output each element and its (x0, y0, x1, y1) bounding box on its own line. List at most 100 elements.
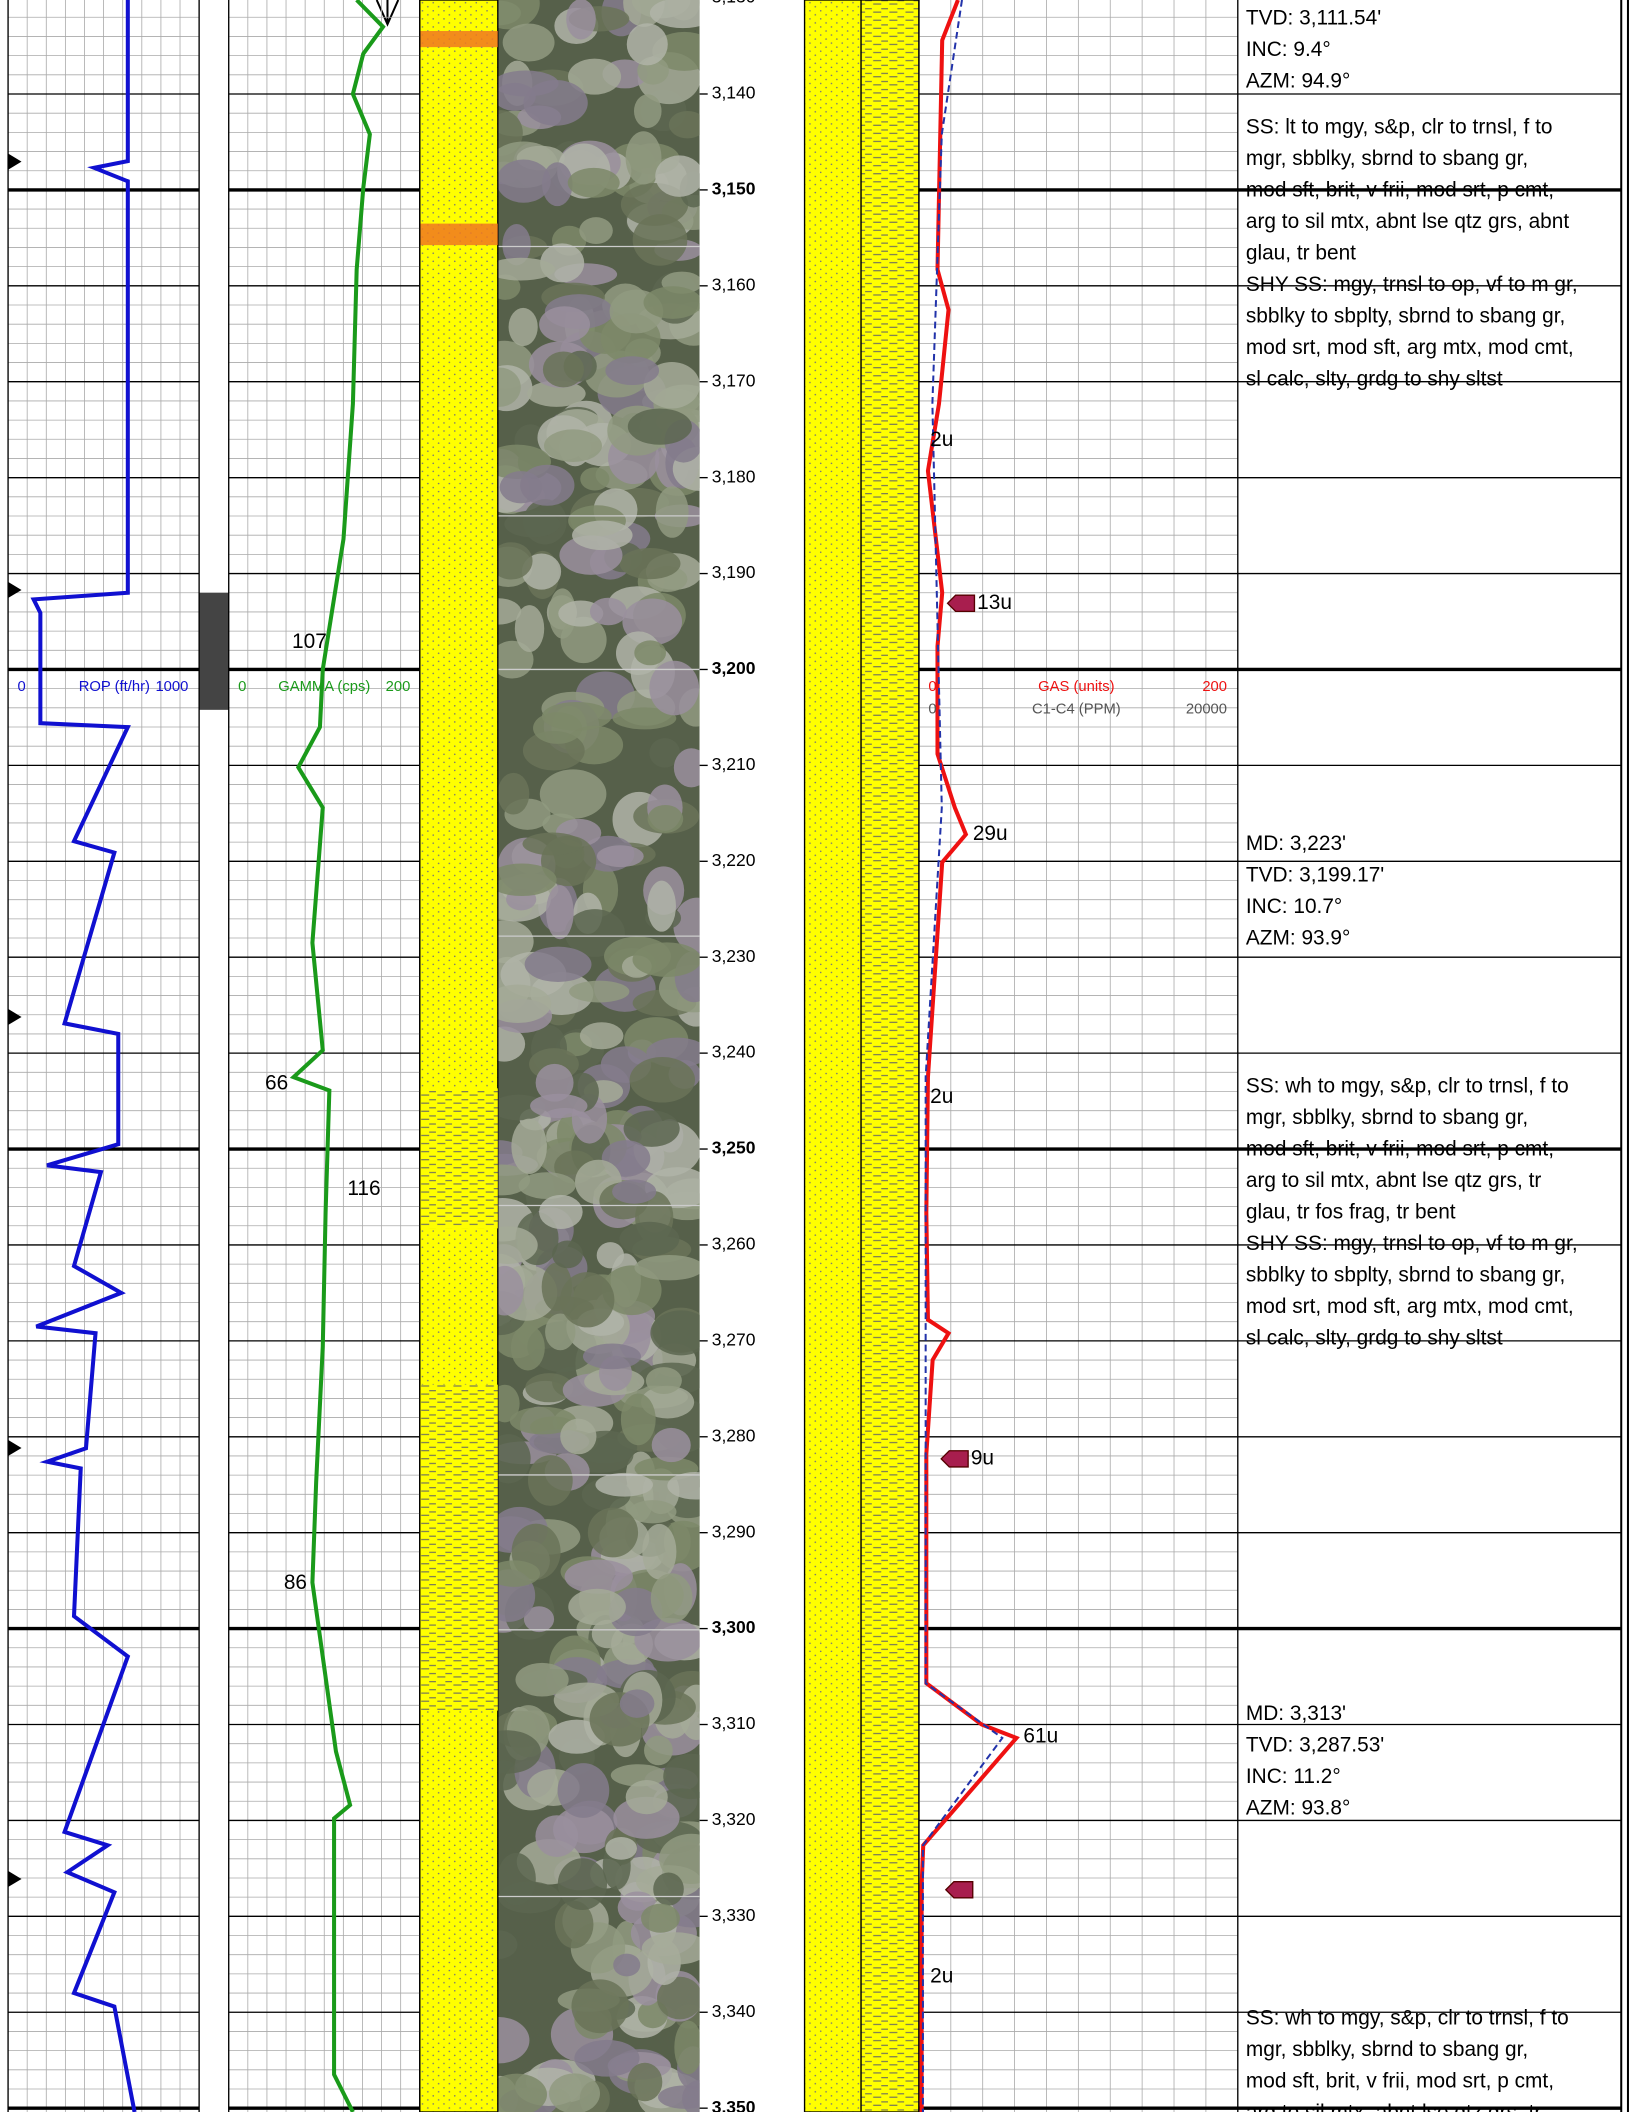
pebble (596, 845, 644, 868)
description-line: INC: 11.2° (1246, 1765, 1341, 1788)
description-line: mod srt, mod sft, arg mtx, mod cmt, (1246, 336, 1574, 359)
arrow (375, 0, 400, 27)
description-line: TVD: 3,287.53' (1246, 1734, 1384, 1757)
pebble (602, 1265, 662, 1316)
pebble (539, 306, 591, 343)
pebble (564, 909, 625, 957)
pebble (566, 0, 596, 40)
pebble (497, 984, 552, 1024)
pebble (668, 111, 700, 139)
pebble (543, 429, 602, 462)
description-line: sbblky to sbplty, sbrnd to sbang gr, (1246, 305, 1565, 328)
pebble (567, 167, 620, 198)
axis-header: GAMMA (cps) (278, 679, 370, 695)
pebble (541, 701, 612, 731)
pebble (667, 1472, 700, 1500)
pebble (497, 1434, 531, 1484)
pebble (497, 1560, 540, 1587)
pebble (523, 1606, 555, 1633)
pebble (508, 307, 538, 347)
pebble (497, 1265, 524, 1316)
pebble (619, 547, 681, 580)
pebble (535, 1063, 574, 1102)
pebble (514, 605, 545, 652)
pebble (655, 155, 700, 197)
pebble (627, 2062, 663, 2102)
depth-label: 3,200 (712, 658, 756, 678)
pebble (579, 217, 613, 245)
pebble (568, 58, 622, 95)
survey-marker (8, 1008, 22, 1026)
pebble (612, 1179, 657, 1204)
pebble (644, 1735, 673, 1766)
description-line: AZM: 93.8° (1246, 1797, 1351, 1820)
pebble (619, 1689, 655, 1718)
pebble (642, 1523, 677, 1580)
pebble (663, 1753, 700, 1800)
description-line: mod sft, brit, v frii, mod srt, p cmt, (1246, 1138, 1554, 1161)
axis-header: 0 (928, 702, 936, 718)
depth-label: 3,190 (712, 562, 756, 582)
depth-label: 3,330 (712, 1905, 756, 1925)
pebble (497, 70, 559, 97)
curve (921, 0, 1004, 2112)
curve (919, 0, 1020, 2112)
pebble (647, 804, 684, 833)
pebble (651, 1427, 691, 1463)
pebble (497, 1852, 536, 1906)
description-line: AZM: 93.9° (1246, 927, 1351, 950)
gas-peak-label: 2u (930, 428, 953, 451)
pebble (587, 1507, 639, 1558)
pebble (539, 1194, 583, 1230)
pebble (643, 286, 700, 319)
depth-label: 3,300 (712, 1617, 756, 1637)
description-line: arg to sil mtx, abnt lse qtz grs, tr (1246, 2101, 1541, 2112)
pebble (629, 1057, 696, 1103)
description-line: sl calc, slty, grdg to shy sltst (1246, 1327, 1503, 1350)
pebble (548, 1719, 605, 1754)
pebble (497, 1384, 520, 1423)
pebble (535, 1815, 579, 1857)
pebble (653, 1872, 684, 1906)
pebble (554, 1900, 594, 1949)
description-line: INC: 9.4° (1246, 38, 1331, 61)
depth-label: 3,160 (712, 274, 756, 294)
gas-peak-label: 13u (977, 591, 1012, 614)
pebble (497, 2017, 530, 2064)
gas-sample-icon (944, 1881, 974, 1899)
description-line: mgr, sbblky, sbrnd to sbang gr, (1246, 1106, 1528, 1129)
description-line: arg to sil mtx, abnt lse qtz grs, tr (1246, 1169, 1541, 1192)
survey-marker (8, 1439, 22, 1457)
description-line: mgr, sbblky, sbrnd to sbang gr, (1246, 147, 1528, 170)
description-line: mod srt, mod sft, arg mtx, mod cmt, (1246, 1295, 1574, 1318)
pebble (510, 1324, 545, 1371)
pebble (497, 542, 533, 580)
pebble (650, 1310, 700, 1356)
pebble (497, 1930, 518, 1960)
pebble (497, 863, 557, 897)
depth-label: 3,270 (712, 1329, 756, 1349)
pebble (545, 1313, 576, 1351)
depth-label: 3,340 (712, 2001, 756, 2021)
curve (289, 0, 386, 2112)
description-line: TVD: 3,111.54' (1246, 6, 1381, 29)
depth-label: 3,350 (712, 2097, 756, 2112)
pebble (632, 942, 700, 977)
cuttings-photos (497, 0, 700, 2112)
pebble (511, 1118, 547, 1174)
pebble (625, 1780, 668, 1815)
pebble (628, 1500, 677, 1524)
pebble (557, 1763, 610, 1818)
gamma-peak-label: 107 (292, 630, 327, 653)
pebble (649, 660, 700, 716)
pebble (579, 1022, 624, 1050)
pebble (673, 897, 700, 953)
description-line: mod sft, brit, v frii, mod srt, p cmt, (1246, 179, 1554, 202)
lithology-percent-shale (860, 0, 920, 2112)
pebble (589, 597, 627, 626)
pebble (557, 1858, 608, 1910)
pebble (515, 1662, 569, 1697)
survey-marker (8, 1870, 22, 1888)
pebble (497, 772, 530, 815)
